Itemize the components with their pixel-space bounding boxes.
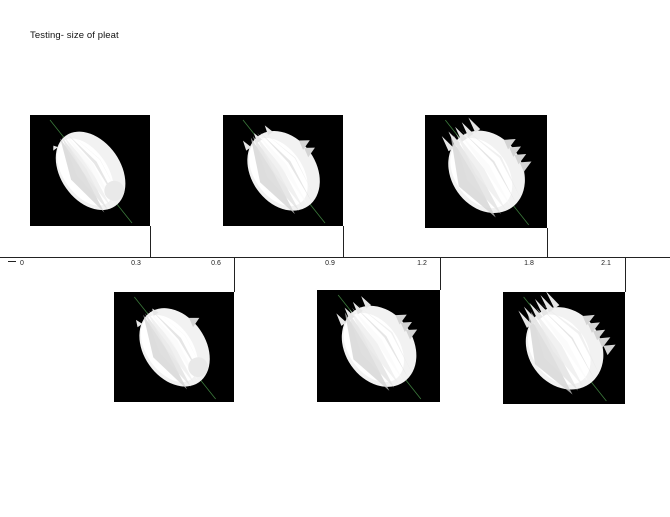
render-panel-0-6 xyxy=(114,292,234,402)
render-panel-0-3 xyxy=(30,115,150,226)
connector-0-6 xyxy=(234,257,235,292)
connector-1-8 xyxy=(547,228,548,257)
tick-label-0: 0 xyxy=(20,260,24,267)
connector-1-2 xyxy=(440,257,441,290)
render-1-8 xyxy=(425,115,547,228)
tick-label-1-8: 1.8 xyxy=(524,260,534,267)
tick-label-0-9: 0.9 xyxy=(325,260,335,267)
render-panel-2-1 xyxy=(503,292,625,404)
tick-label-0-6: 0.6 xyxy=(211,260,221,267)
tick-label-1-2: 1.2 xyxy=(417,260,427,267)
render-0-9 xyxy=(223,115,343,226)
page-title: Testing- size of pleat xyxy=(30,30,119,41)
tick-label-0-3: 0.3 xyxy=(131,260,141,267)
timeline-axis xyxy=(0,257,670,258)
render-2-1 xyxy=(503,292,625,404)
connector-0-3 xyxy=(150,226,151,257)
connector-0-9 xyxy=(343,226,344,257)
render-0-3 xyxy=(30,115,150,226)
connector-2-1 xyxy=(625,257,626,292)
render-panel-1-2 xyxy=(317,290,440,402)
tick-label-2-1: 2.1 xyxy=(601,260,611,267)
render-panel-0-9 xyxy=(223,115,343,226)
render-1-2 xyxy=(317,290,440,402)
axis-start-mark xyxy=(8,261,16,262)
render-panel-1-8 xyxy=(425,115,547,228)
render-0-6 xyxy=(114,292,234,402)
